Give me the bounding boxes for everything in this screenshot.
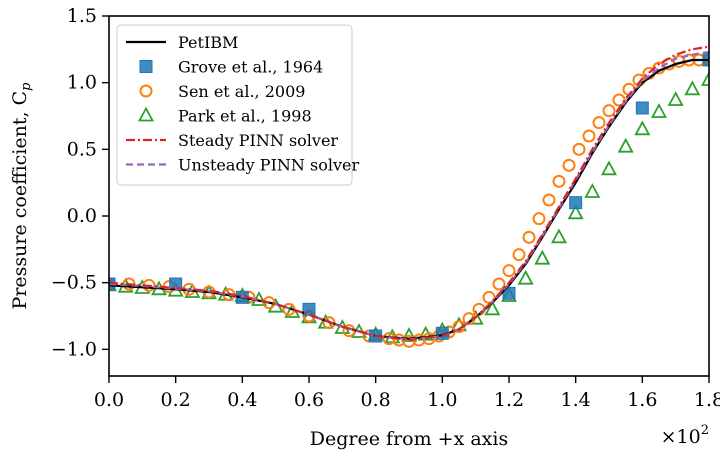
data-point	[512, 248, 526, 262]
data-point	[484, 300, 501, 316]
legend-swatch	[137, 106, 155, 122]
axis-ticks: 0.0 0.2 0.4 0.6 0.8 1.0 1.2 1.4 1.6 1.8 −1.0 −0.5 0.…	[51, 5, 720, 411]
x-tick-label: 1.8	[694, 389, 720, 411]
data-point	[552, 174, 566, 188]
data-point	[635, 101, 649, 115]
data-point	[602, 104, 616, 118]
plot-series	[109, 45, 709, 348]
data-point	[532, 212, 546, 226]
y-tick-label: 0.0	[67, 205, 97, 227]
data-point	[584, 183, 601, 198]
legend-label: Unsteady PINN solver	[178, 156, 359, 175]
legend-label: Park et al., 1998	[178, 107, 312, 126]
data-point	[482, 290, 496, 304]
x-tick-label: 0.0	[94, 389, 124, 411]
legend-label: Sen et al., 2009	[178, 82, 305, 101]
data-point	[600, 160, 618, 176]
data-point	[700, 71, 709, 86]
x-tick-label: 1.2	[494, 389, 524, 411]
data-point	[322, 316, 336, 330]
data-point	[467, 309, 484, 325]
data-point	[582, 129, 596, 143]
x-axis-label: Degree from +x axis	[310, 428, 508, 450]
x-tick-label: 0.4	[227, 389, 257, 411]
legend-swatch	[139, 84, 153, 98]
data-point	[502, 286, 516, 300]
data-point	[650, 103, 668, 118]
legend-label: Steady PINN solver	[178, 131, 338, 150]
data-point	[492, 277, 506, 291]
x-tick-label: 1.0	[427, 389, 457, 411]
legend: PetIBM Grove et al., 1964 Sen et al., 2009…	[116, 24, 359, 186]
data-point	[534, 249, 551, 265]
y-tick-label: 1.0	[67, 72, 97, 94]
series-line-6	[109, 50, 709, 341]
data-point	[569, 196, 583, 210]
legend-swatch	[139, 60, 153, 73]
legend-label: Grove et al., 1964	[178, 58, 323, 77]
x-tick-label: 1.4	[561, 389, 591, 411]
x-tick-label: 0.8	[361, 389, 391, 411]
data-point	[592, 116, 606, 130]
x-axis-multiplier: ×102	[661, 423, 709, 448]
y-tick-label: 1.5	[67, 5, 97, 27]
x-tick-label: 1.6	[627, 389, 657, 411]
data-point	[684, 80, 701, 96]
data-point	[572, 142, 586, 156]
data-point	[517, 269, 534, 285]
data-point	[550, 228, 568, 244]
data-point	[522, 230, 536, 244]
legend-box	[116, 24, 353, 186]
x-tick-label: 0.6	[294, 389, 324, 411]
data-point	[567, 204, 584, 220]
y-axis-label: Pressure coefficient, Cp	[9, 82, 34, 310]
x-tick-label: 0.2	[161, 389, 191, 411]
data-point	[542, 193, 556, 207]
data-point	[612, 93, 626, 107]
data-point	[667, 91, 684, 106]
data-point	[562, 158, 576, 172]
y-tick-label: −0.5	[51, 272, 97, 294]
plot-frame	[108, 15, 710, 377]
data-point	[617, 137, 634, 153]
y-tick-label: 0.5	[67, 138, 97, 160]
legend-label: PetIBM	[178, 33, 238, 52]
data-point	[502, 264, 516, 278]
data-point	[634, 120, 651, 136]
y-tick-label: −1.0	[51, 338, 97, 360]
